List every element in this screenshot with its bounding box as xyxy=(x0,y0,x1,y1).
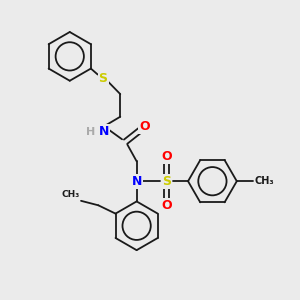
Text: H: H xyxy=(86,127,95,136)
Text: O: O xyxy=(161,150,172,163)
Text: CH₃: CH₃ xyxy=(61,190,80,199)
Text: S: S xyxy=(98,72,107,85)
Text: O: O xyxy=(139,120,150,133)
Text: S: S xyxy=(162,175,171,188)
Text: N: N xyxy=(131,175,142,188)
Text: CH₃: CH₃ xyxy=(254,176,274,186)
Text: N: N xyxy=(99,125,110,138)
Text: O: O xyxy=(161,199,172,212)
